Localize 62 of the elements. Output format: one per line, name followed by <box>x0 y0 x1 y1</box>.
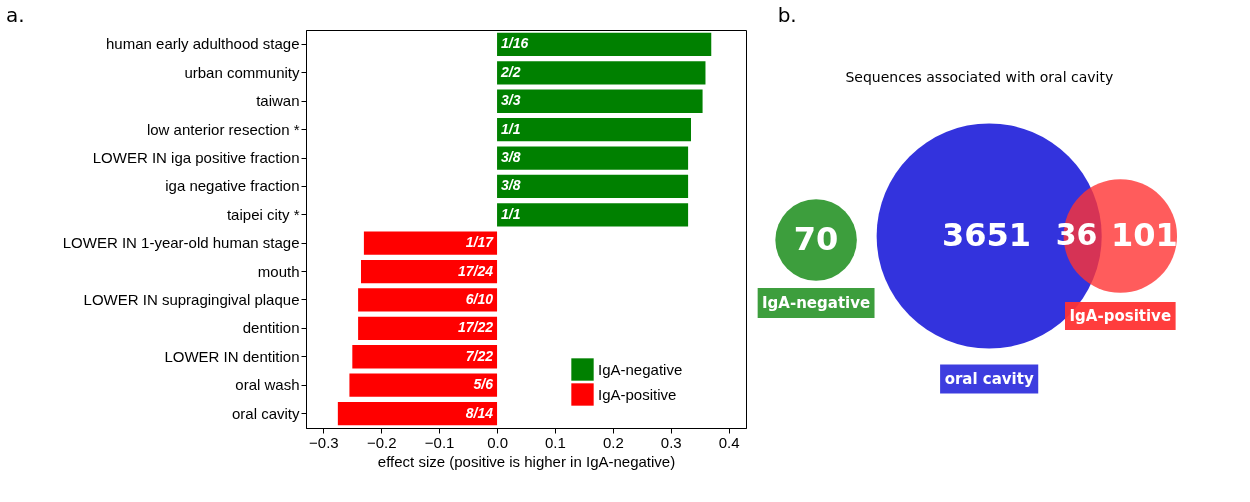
bar <box>497 118 691 142</box>
bar <box>361 259 498 284</box>
y-tick-label: LOWER IN iga positive fraction <box>92 149 300 167</box>
legend-label: IgA-positive <box>598 385 677 403</box>
y-tick-label: human early adulthood stage <box>106 35 300 53</box>
annotation: 1/16 <box>501 35 529 52</box>
bar <box>497 89 703 113</box>
bar <box>497 61 706 85</box>
y-tick-label: low anterior resection * <box>146 120 300 138</box>
bar <box>358 316 498 340</box>
x-tick-label: 0.2 <box>602 433 624 451</box>
annotation: 5/6 <box>473 376 494 393</box>
category-label: IgA-positive <box>1069 307 1172 325</box>
data-label: 3651 <box>941 216 1032 254</box>
annotation: 17/22 <box>458 319 494 336</box>
category-label: IgA-negative <box>762 294 871 312</box>
annotation: 6/10 <box>465 290 494 307</box>
bar <box>497 174 689 199</box>
y-tick-label: LOWER IN dentition <box>164 347 300 365</box>
y-tick-label: LOWER IN 1-year-old human stage <box>62 234 300 252</box>
text: a. <box>6 3 25 27</box>
bar <box>497 203 689 227</box>
y-tick-label: LOWER IN supragingival plaque <box>83 290 300 308</box>
annotation: 3/8 <box>501 149 521 166</box>
y-tick-label: mouth <box>257 262 300 280</box>
y-tick-label: dentition <box>242 319 300 337</box>
annotation: 3/8 <box>501 177 521 194</box>
annotation: 1/1 <box>501 205 521 222</box>
y-tick-label: urban community <box>184 63 300 81</box>
bar <box>497 32 712 57</box>
bar <box>497 146 689 170</box>
annotation: 1/17 <box>465 234 495 251</box>
annotation: 8/14 <box>465 404 494 421</box>
annotation: 7/22 <box>465 347 494 364</box>
y-tick-label: taipei city * <box>226 205 300 223</box>
bar <box>363 231 498 255</box>
bar <box>358 288 498 312</box>
x-tick-label: 0.3 <box>660 433 682 451</box>
annotation: 3/3 <box>501 92 521 109</box>
annotation: 1/1 <box>501 120 521 137</box>
x-tick-label: 0.0 <box>487 433 508 451</box>
x-tick-label: 0.4 <box>718 433 740 451</box>
bar <box>349 373 498 397</box>
text: Sequences associated with oral cavity <box>845 69 1114 85</box>
category-label: oral cavity <box>944 370 1034 388</box>
text: b. <box>777 3 797 27</box>
bar <box>352 345 498 369</box>
legend-label: IgA-negative <box>598 360 683 378</box>
x-tick-label: −0.1 <box>424 433 455 451</box>
annotation: 2/2 <box>500 63 521 80</box>
y-tick-label: taiwan <box>256 92 300 110</box>
data-label: 101 <box>1111 216 1178 254</box>
annotation: 17/24 <box>458 262 494 279</box>
x-tick-label: −0.2 <box>366 433 397 451</box>
x-tick-label: 0.1 <box>545 433 566 451</box>
x-axis-title: effect size (positive is higher in IgA-negative) <box>377 452 676 470</box>
y-tick-label: iga negative fraction <box>165 177 300 195</box>
y-tick-label: oral cavity <box>231 404 300 422</box>
bar <box>337 401 498 426</box>
x-tick-label: −0.3 <box>309 433 339 451</box>
data-label: 70 <box>793 220 839 258</box>
y-tick-label: oral wash <box>235 376 300 394</box>
